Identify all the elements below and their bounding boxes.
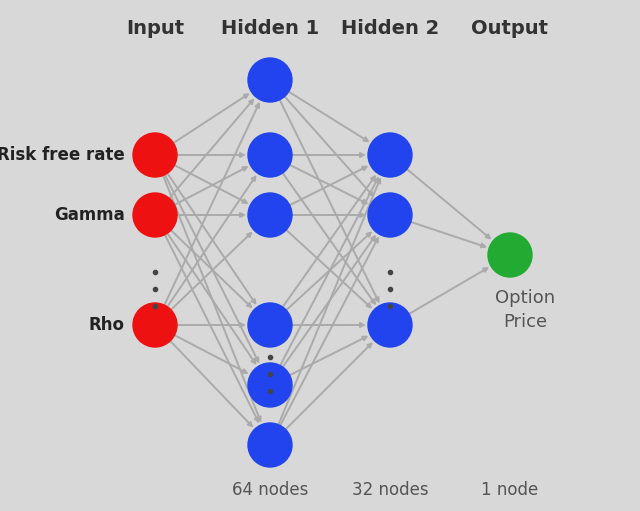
Circle shape	[248, 423, 292, 467]
Text: Risk free rate: Risk free rate	[0, 146, 125, 164]
Text: Input: Input	[126, 18, 184, 37]
Text: Output: Output	[472, 18, 548, 37]
Circle shape	[133, 193, 177, 237]
Text: Gamma: Gamma	[54, 206, 125, 224]
Circle shape	[133, 303, 177, 347]
Circle shape	[133, 133, 177, 177]
Circle shape	[248, 58, 292, 102]
Circle shape	[248, 363, 292, 407]
Circle shape	[248, 303, 292, 347]
Text: Hidden 1: Hidden 1	[221, 18, 319, 37]
Text: Option
Price: Option Price	[495, 289, 555, 331]
Text: Rho: Rho	[89, 316, 125, 334]
Circle shape	[248, 193, 292, 237]
Circle shape	[488, 233, 532, 277]
Text: Hidden 2: Hidden 2	[341, 18, 439, 37]
Circle shape	[248, 133, 292, 177]
Text: 64 nodes: 64 nodes	[232, 481, 308, 499]
Text: 1 node: 1 node	[481, 481, 539, 499]
Circle shape	[368, 133, 412, 177]
Circle shape	[368, 193, 412, 237]
Text: 32 nodes: 32 nodes	[352, 481, 428, 499]
Circle shape	[368, 303, 412, 347]
